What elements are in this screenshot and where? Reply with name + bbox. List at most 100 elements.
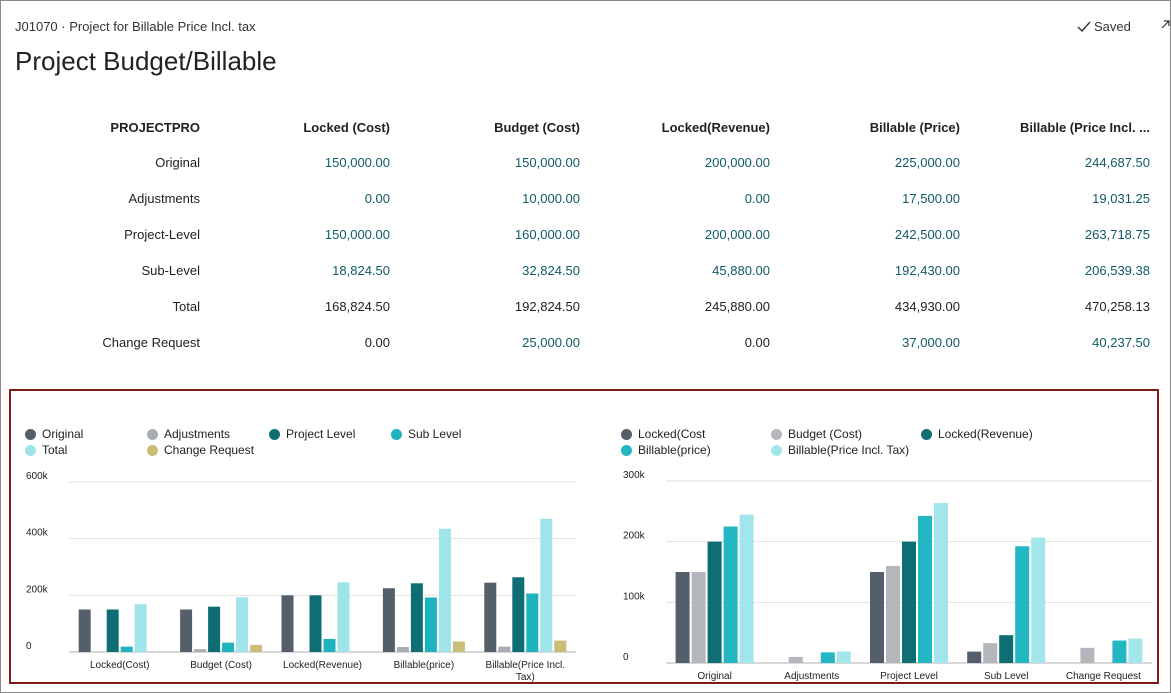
bar[interactable] (707, 541, 722, 663)
column-header-project[interactable]: PROJECTPRO (110, 119, 200, 135)
bar[interactable] (675, 572, 690, 663)
legend-item[interactable]: Original (25, 427, 83, 441)
bar[interactable] (967, 651, 982, 663)
bar[interactable] (120, 646, 133, 652)
column-header[interactable]: Billable (Price) (869, 119, 960, 135)
bar[interactable] (512, 577, 525, 652)
bar[interactable] (870, 572, 884, 663)
bar[interactable] (396, 647, 409, 652)
bar[interactable] (309, 595, 322, 652)
legend-item[interactable]: Locked(Revenue) (921, 427, 1033, 441)
legend-item[interactable]: Billable(Price Incl. Tax) (771, 443, 909, 457)
drilldown-value[interactable]: 0.00 (744, 190, 770, 206)
bar[interactable] (788, 656, 803, 663)
legend-item[interactable]: Locked(Cost (621, 427, 705, 441)
bar[interactable] (526, 593, 539, 652)
bar[interactable] (498, 646, 511, 652)
bar[interactable] (1031, 537, 1046, 663)
drilldown-value[interactable]: 150,000.00 (514, 154, 580, 170)
legend-item[interactable]: Sub Level (391, 427, 461, 441)
drilldown-value[interactable]: 17,500.00 (902, 190, 960, 206)
bar[interactable] (452, 641, 465, 652)
bar[interactable] (194, 649, 207, 652)
drilldown-value[interactable]: 263,718.75 (1084, 226, 1150, 242)
bar[interactable] (78, 609, 91, 653)
drilldown-value[interactable]: 19,031.25 (1092, 190, 1150, 206)
drilldown-value[interactable]: 200,000.00 (704, 154, 770, 170)
bar[interactable] (723, 526, 738, 664)
table-cell: 0.00 (580, 324, 770, 360)
page-subtitle: J01070 · Project for Billable Price Incl… (15, 19, 256, 34)
bar[interactable] (999, 635, 1014, 663)
bar[interactable] (382, 588, 395, 652)
bar[interactable] (438, 528, 451, 652)
drilldown-value[interactable]: 150,000.00 (324, 154, 390, 170)
drilldown-value[interactable]: 160,000.00 (514, 226, 580, 242)
bar[interactable] (337, 582, 350, 652)
bar[interactable] (554, 640, 567, 652)
bar[interactable] (180, 609, 193, 653)
drilldown-value[interactable]: 37,000.00 (902, 334, 960, 350)
bar[interactable] (222, 642, 235, 652)
drilldown-value[interactable]: 200,000.00 (704, 226, 770, 242)
bar[interactable] (902, 541, 916, 663)
bar[interactable] (281, 595, 294, 652)
column-header[interactable]: Locked (Cost) (303, 119, 390, 135)
legend-item[interactable]: Billable(price) (621, 443, 711, 457)
column-header[interactable]: Budget (Cost) (494, 119, 580, 135)
bar[interactable] (886, 565, 900, 663)
bar[interactable] (918, 515, 932, 663)
drilldown-value[interactable]: 0.00 (364, 190, 390, 206)
drilldown-value[interactable]: 10,000.00 (522, 190, 580, 206)
drilldown-value[interactable]: 25,000.00 (522, 334, 580, 350)
page-title: Project Budget/Billable (15, 46, 277, 76)
drilldown-value[interactable]: 32,824.50 (522, 262, 580, 278)
legend-item[interactable]: Adjustments (147, 427, 230, 441)
legend-label: Billable(price) (638, 443, 711, 457)
bar[interactable] (208, 606, 221, 652)
drilldown-value[interactable]: 40,237.50 (1092, 334, 1150, 350)
drilldown-value[interactable]: 192,430.00 (894, 262, 960, 278)
legend-item[interactable]: Change Request (147, 443, 254, 457)
bar[interactable] (739, 514, 754, 663)
bar[interactable] (484, 582, 497, 652)
bar[interactable] (820, 652, 835, 663)
bar[interactable] (410, 583, 423, 652)
bar[interactable] (1112, 640, 1127, 663)
bar[interactable] (106, 609, 119, 653)
drilldown-value[interactable]: 206,539.38 (1084, 262, 1150, 278)
table-cell: 150,000.00 (200, 144, 390, 180)
bar[interactable] (250, 644, 263, 652)
table-cell: 25,000.00 (390, 324, 580, 360)
table-row: Sub-Level 18,824.50 32,824.50 45,880.00 192,… (0, 252, 1150, 288)
x-tick-label: Budget (Cost) (190, 660, 252, 671)
x-tick-label: Tax) (516, 672, 535, 683)
bar[interactable] (836, 651, 851, 663)
drilldown-value[interactable]: 150,000.00 (324, 226, 390, 242)
cell-value: 434,930.00 (894, 298, 960, 314)
legend-item[interactable]: Project Level (269, 427, 355, 441)
bar[interactable] (1128, 638, 1143, 663)
drilldown-value[interactable]: 242,500.00 (894, 226, 960, 242)
saved-status: Saved (1077, 19, 1131, 34)
bar[interactable] (424, 597, 437, 652)
bar[interactable] (323, 639, 336, 652)
drilldown-value[interactable]: 45,880.00 (712, 262, 770, 278)
column-header[interactable]: Locked(Revenue) (661, 119, 770, 135)
bar[interactable] (1015, 546, 1030, 663)
drilldown-value[interactable]: 244,687.50 (1084, 154, 1150, 170)
bar[interactable] (1080, 647, 1095, 663)
bar[interactable] (934, 503, 948, 663)
drilldown-value[interactable]: 18,824.50 (332, 262, 390, 278)
table-header-row: PROJECTPRO Locked (Cost) Budget (Cost) L… (0, 110, 1150, 144)
column-header[interactable]: Billable (Price Incl. ... (1019, 119, 1150, 135)
bar[interactable] (983, 643, 998, 663)
bar[interactable] (236, 597, 249, 652)
drilldown-value[interactable]: 225,000.00 (894, 154, 960, 170)
expand-icon[interactable] (1160, 20, 1170, 30)
bar[interactable] (691, 572, 706, 663)
legend-item[interactable]: Budget (Cost) (771, 427, 862, 441)
legend-item[interactable]: Total (25, 443, 67, 457)
bar[interactable] (134, 604, 147, 652)
bar[interactable] (540, 518, 553, 652)
